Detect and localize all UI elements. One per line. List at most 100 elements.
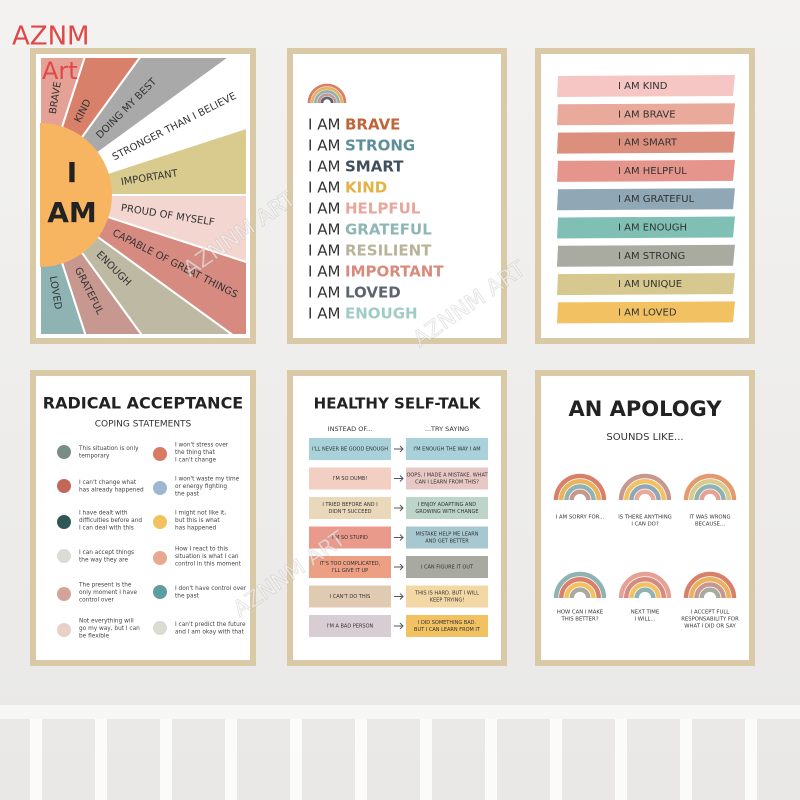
coping-statement: only moment I have — [79, 590, 138, 596]
coping-statement: go my way, but I can — [79, 626, 140, 632]
negative-thought: I'M SO DUMB! — [333, 476, 368, 482]
rainbow-arc — [623, 577, 667, 599]
coping-statement: I can deal with this — [79, 526, 134, 532]
i-am-word: BRAVE — [345, 116, 400, 134]
sun-ray — [40, 194, 87, 334]
rainbow-arc — [314, 90, 340, 104]
rainbow-arc — [558, 577, 602, 599]
stripe-label: I AM STRONG — [618, 251, 685, 262]
coping-dot — [153, 447, 167, 461]
apology-caption: BECAUSE... — [695, 522, 725, 528]
rainbow-arc — [320, 96, 334, 104]
positive-thought: I'M ENOUGH THE WAY I AM — [413, 447, 480, 453]
coping-dot — [57, 587, 71, 601]
rainbow-arc — [634, 587, 656, 599]
positive-thought: BUT I CAN LEARN FROM IT — [414, 627, 481, 633]
i-am-word: SMART — [345, 158, 404, 176]
coping-dot — [57, 515, 71, 529]
coping-statement: How I react to this — [175, 547, 228, 553]
coping-statement: The present is the — [78, 583, 132, 589]
coping-statement: control in this moment — [175, 562, 242, 568]
sun-text: AM — [47, 196, 97, 229]
coping-statement: difficulties before and — [79, 518, 142, 524]
apology-caption: THIS BETTER? — [560, 617, 598, 623]
negative-thought: I'LL GIVE IT UP — [332, 568, 368, 574]
stripe — [557, 131, 735, 154]
arrow — [394, 593, 404, 600]
coping-dot — [57, 623, 71, 637]
i-am-prefix: I AM — [308, 305, 340, 323]
i-am-prefix: I AM — [308, 137, 340, 155]
coping-statement: I might not like it, — [175, 511, 226, 517]
column-header: ...TRY SAYING — [425, 425, 469, 433]
positive-thought: I CAN FIGURE IT OUT — [421, 565, 474, 571]
coping-statement: be flexible — [79, 634, 110, 640]
rainbow-arc — [694, 484, 726, 501]
stripe-label: I AM LOVED — [618, 307, 677, 318]
rainbow-arc — [699, 489, 721, 501]
positive-box — [406, 526, 488, 549]
sun — [40, 123, 112, 267]
positive-thought: AND GET BETTER — [425, 539, 469, 545]
positive-box — [406, 585, 488, 608]
arrow — [394, 563, 404, 571]
apology-caption: IS THERE ANYTHING — [618, 515, 672, 521]
rainbow-arc — [618, 473, 672, 501]
negative-box — [309, 615, 391, 637]
apology-caption: I ACCEPT FULL — [691, 610, 730, 616]
rainbow-arc — [564, 484, 596, 501]
arrow — [394, 622, 404, 630]
stripe — [557, 244, 735, 267]
column-header: INSTEAD OF... — [328, 425, 373, 433]
poster-title: RADICAL ACCEPTANCE — [43, 394, 243, 413]
poster-subtitle: SOUNDS LIKE... — [606, 432, 683, 443]
negative-thought: I'LL NEVER BE GOOD ENOUGH — [312, 447, 388, 453]
rainbow-arc — [683, 473, 737, 501]
negative-box — [309, 497, 391, 519]
positive-thought: MISTAKE HELP ME LEARN — [415, 532, 478, 538]
positive-thought: CAN I LEARN FROM THIS? — [415, 480, 479, 486]
positive-thought: I DID SOMETHING BAD. — [418, 620, 477, 626]
rainbow-arc — [317, 93, 337, 104]
i-am-word: GRATEFUL — [345, 221, 432, 239]
coping-statement: Not everything will — [79, 619, 134, 625]
i-am-word: ENOUGH — [345, 305, 418, 323]
stripe — [557, 188, 735, 211]
i-am-prefix: I AM — [308, 116, 340, 134]
stripe — [557, 301, 735, 324]
coping-statement: I can't predict the future — [175, 622, 246, 628]
apology-caption: I CAN DO? — [631, 522, 658, 528]
coping-statement: This situation is only — [78, 446, 139, 452]
negative-box — [309, 526, 391, 549]
coping-statement: I don't have control over — [175, 586, 247, 592]
arrow — [394, 504, 404, 512]
coping-statement: temporary — [79, 454, 110, 460]
sun-ray — [40, 58, 86, 196]
coping-statement: I won't waste my time — [175, 477, 240, 483]
negative-box — [309, 438, 391, 460]
coping-statement: or energy fighting — [175, 484, 227, 490]
positive-thought: KEEP TRYING! — [430, 598, 465, 604]
stripe-label: I AM GRATEFUL — [618, 194, 695, 205]
sun-text: I — [67, 156, 77, 189]
apology-caption: WHAT I DID OR SAY — [684, 624, 736, 630]
coping-statement: situation is what I can — [175, 554, 239, 560]
negative-thought: I'M A BAD PERSON — [327, 624, 374, 630]
negative-box — [309, 467, 391, 490]
rainbow-arc — [307, 83, 347, 104]
positive-thought: I ENJOY ADAPTING AND — [418, 502, 476, 508]
coping-dot — [153, 551, 167, 565]
coping-dot — [57, 445, 71, 459]
i-am-prefix: I AM — [308, 200, 340, 218]
i-am-prefix: I AM — [308, 179, 340, 197]
rainbow-arc — [618, 571, 672, 599]
stripe-label: I AM BRAVE — [618, 109, 676, 120]
sun-ray — [40, 194, 234, 334]
apology-caption: IT WAS WRONG — [689, 515, 730, 521]
coping-statement: has happened — [175, 526, 216, 532]
i-am-word: RESILIENT — [345, 242, 432, 260]
apology-caption: HOW CAN I MAKE — [557, 610, 604, 616]
rainbow-arc — [688, 577, 732, 599]
poster-title: AN APOLOGY — [568, 397, 722, 421]
negative-thought: I CAN'T DO THIS — [330, 594, 371, 600]
